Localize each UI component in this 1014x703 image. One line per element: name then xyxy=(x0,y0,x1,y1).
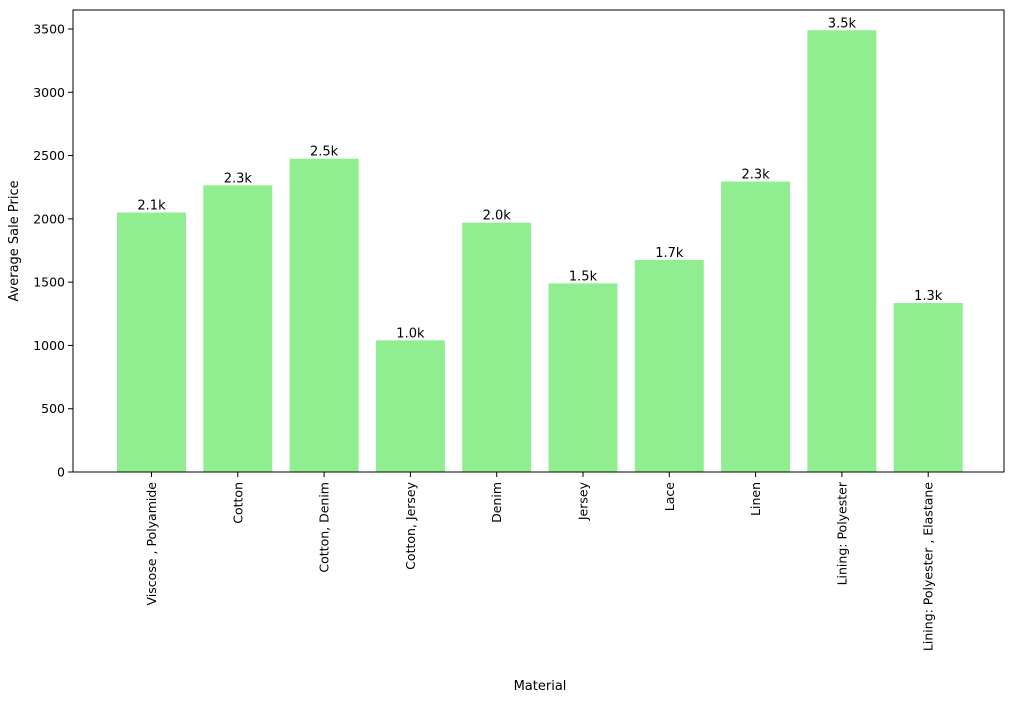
y-axis-title: Average Sale Price xyxy=(7,180,22,301)
bar xyxy=(462,222,532,472)
plot-frame xyxy=(72,9,1005,473)
bar xyxy=(807,30,877,473)
bar-value-label: 2.5k xyxy=(310,145,339,160)
x-tick-label: Linen xyxy=(748,482,763,516)
y-tick-label: 2500 xyxy=(33,148,65,163)
bars-group xyxy=(117,30,963,473)
y-tick-label: 0 xyxy=(57,465,65,480)
bar xyxy=(203,185,273,472)
y-tick-label: 1000 xyxy=(33,338,65,353)
bar-value-label: 2.3k xyxy=(224,171,253,186)
x-tick-label: Cotton, Jersey xyxy=(403,481,418,569)
bar xyxy=(375,340,445,472)
y-tick-label: 1500 xyxy=(33,275,65,290)
bar-value-label: 1.7k xyxy=(655,246,684,261)
x-tick-label: Cotton xyxy=(230,482,245,524)
bar xyxy=(289,158,359,473)
bar xyxy=(117,212,186,472)
bar xyxy=(893,303,963,472)
y-tick-label: 3500 xyxy=(33,21,65,36)
x-tick-label: Lace xyxy=(662,482,677,511)
x-tick-label: Denim xyxy=(489,482,504,523)
bar xyxy=(634,259,704,472)
bar xyxy=(721,181,791,472)
bar-value-label: 1.3k xyxy=(914,289,943,304)
x-axis-ticks: Viscose , Polyamide Cotton Cotton, Denim Co… xyxy=(144,472,936,651)
bar-value-label: 2.0k xyxy=(483,209,512,224)
y-tick-label: 3000 xyxy=(33,85,65,100)
bar-value-label: 2.1k xyxy=(137,199,166,214)
x-tick-label: Lining: Polyester xyxy=(834,481,849,585)
y-tick-label: 2000 xyxy=(33,211,65,226)
x-axis-title: Material xyxy=(514,679,567,694)
bar-value-label: 3.5k xyxy=(828,16,857,31)
bar-value-label: 1.0k xyxy=(396,326,425,341)
x-tick-label: Cotton, Denim xyxy=(317,482,332,573)
y-axis-ticks: 0 500 1000 1500 2000 2500 3000 3500 xyxy=(33,21,73,480)
x-tick-label: Lining: Polyester , Elastane xyxy=(921,482,936,651)
bar-value-label: 2.3k xyxy=(741,168,770,183)
bar-value-label: 1.5k xyxy=(569,269,598,284)
x-tick-label: Jersey xyxy=(576,481,591,521)
data-labels-group: 2.1k 2.3k 2.5k 1.0k 2.0k 1.5k 1.7k 2.3k 3.5k 1.3k xyxy=(137,16,942,341)
bar xyxy=(548,283,618,472)
x-tick-label: Viscose , Polyamide xyxy=(144,482,159,606)
y-tick-label: 500 xyxy=(41,401,65,416)
